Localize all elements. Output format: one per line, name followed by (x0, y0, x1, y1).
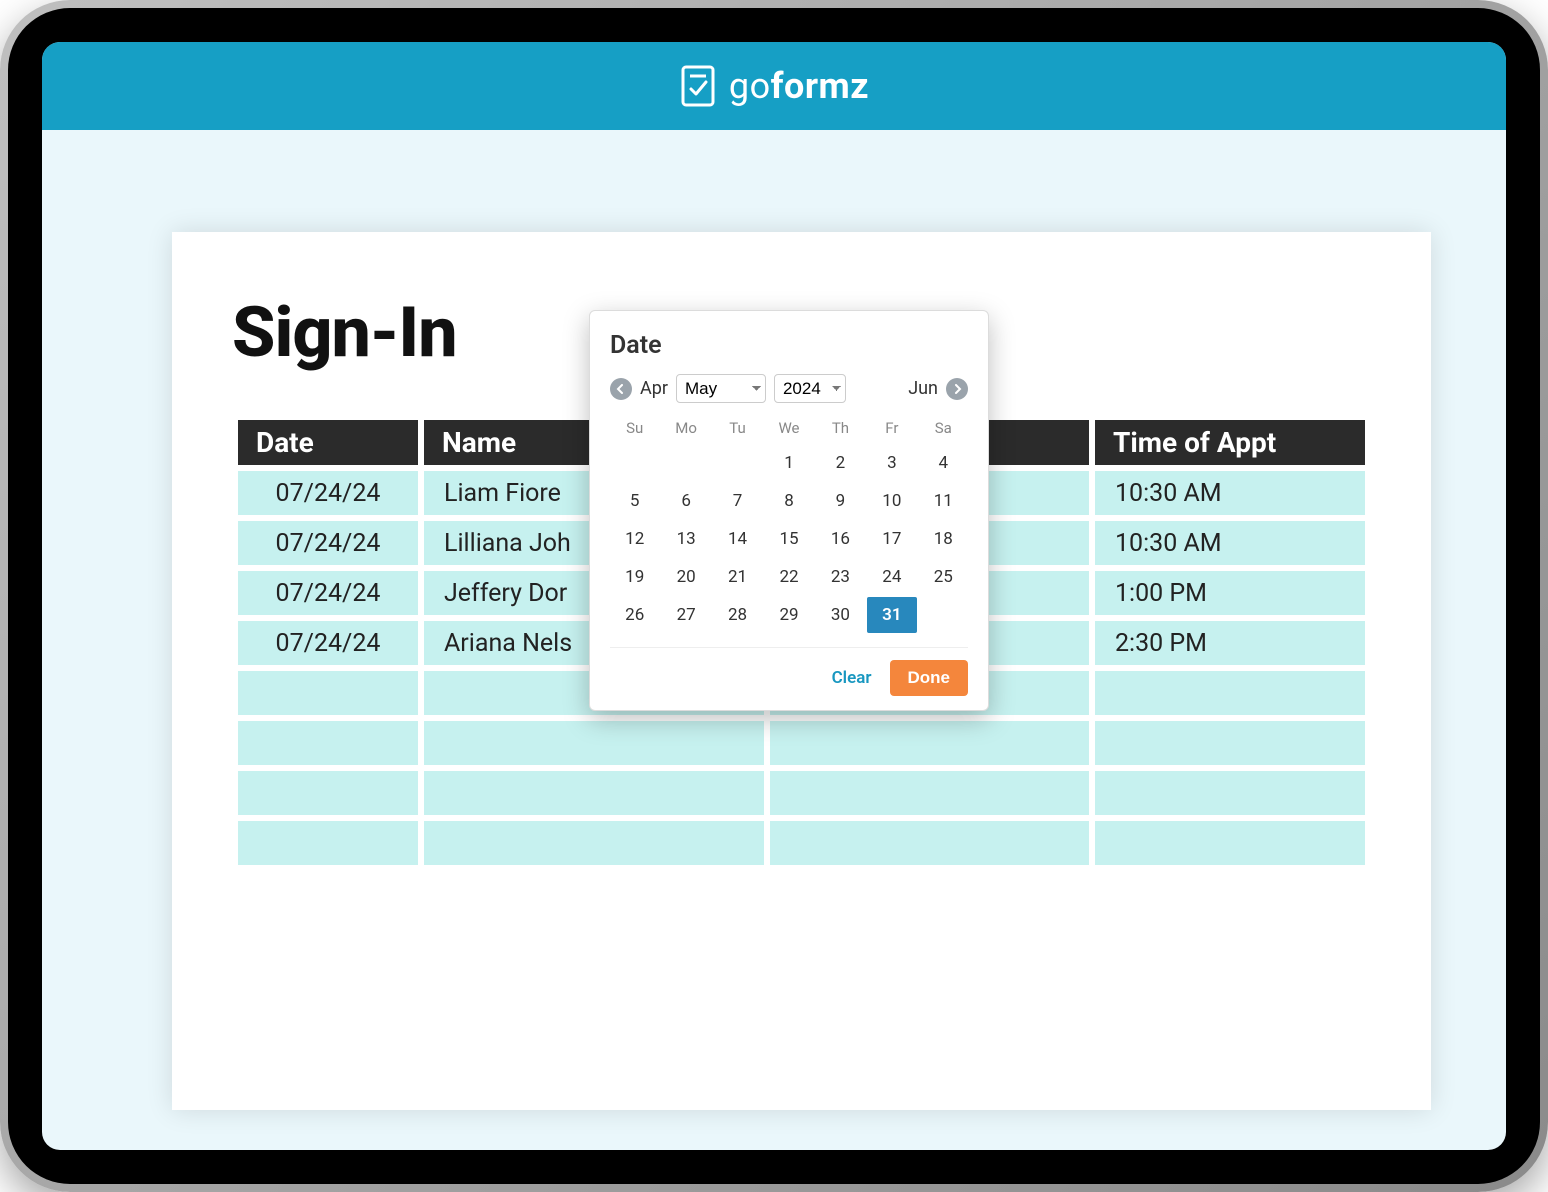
dow-label: Sa (919, 413, 968, 443)
day-cell[interactable]: 4 (919, 445, 968, 481)
brand-name: goformz (729, 65, 869, 107)
tablet-frame: goformz Sign-In Date Name Time of Appt 0… (0, 0, 1548, 1192)
day-cell[interactable]: 19 (610, 559, 659, 595)
day-cell[interactable]: 6 (661, 483, 710, 519)
day-empty (610, 445, 659, 481)
time-cell[interactable]: 1:00 PM (1095, 571, 1365, 615)
date-picker-nav: Apr May 2024 Jun (610, 374, 968, 403)
time-cell[interactable] (1095, 721, 1365, 765)
time-cell[interactable]: 10:30 AM (1095, 471, 1365, 515)
col-header-time: Time of Appt (1095, 420, 1365, 465)
time-cell[interactable]: 10:30 AM (1095, 521, 1365, 565)
date-cell[interactable] (238, 721, 418, 765)
dow-label: Su (610, 413, 659, 443)
day-cell[interactable]: 18 (919, 521, 968, 557)
blank-cell[interactable] (770, 821, 1089, 865)
day-cell[interactable]: 22 (764, 559, 813, 595)
col-header-date: Date (238, 420, 418, 465)
brand-logo: goformz (679, 65, 869, 107)
date-cell[interactable]: 07/24/24 (238, 521, 418, 565)
day-cell[interactable]: 10 (867, 483, 916, 519)
name-cell[interactable] (424, 821, 764, 865)
year-select[interactable]: 2024 (774, 374, 846, 403)
dow-label: Tu (713, 413, 762, 443)
date-cell[interactable]: 07/24/24 (238, 571, 418, 615)
day-cell[interactable]: 30 (816, 597, 865, 633)
dow-label: Mo (661, 413, 710, 443)
day-cell[interactable]: 21 (713, 559, 762, 595)
time-cell[interactable] (1095, 771, 1365, 815)
day-cell[interactable]: 11 (919, 483, 968, 519)
date-cell[interactable] (238, 771, 418, 815)
month-select[interactable]: May (676, 374, 766, 403)
day-cell[interactable]: 9 (816, 483, 865, 519)
name-cell[interactable] (424, 721, 764, 765)
next-month-label: Jun (908, 378, 938, 399)
goformz-logo-icon (679, 65, 717, 107)
time-cell[interactable]: 2:30 PM (1095, 621, 1365, 665)
date-cell[interactable]: 07/24/24 (238, 471, 418, 515)
date-picker-title: Date (610, 331, 968, 360)
clear-button[interactable]: Clear (832, 668, 872, 688)
date-cell[interactable] (238, 671, 418, 715)
table-row (238, 821, 1365, 865)
day-empty (661, 445, 710, 481)
day-cell[interactable]: 29 (764, 597, 813, 633)
dow-label: Th (816, 413, 865, 443)
date-cell[interactable]: 07/24/24 (238, 621, 418, 665)
day-cell[interactable]: 2 (816, 445, 865, 481)
day-cell[interactable]: 16 (816, 521, 865, 557)
day-cell[interactable]: 25 (919, 559, 968, 595)
time-cell[interactable] (1095, 671, 1365, 715)
day-cell[interactable]: 17 (867, 521, 916, 557)
day-cell[interactable]: 13 (661, 521, 710, 557)
prev-month-button[interactable] (610, 378, 632, 400)
day-cell[interactable]: 5 (610, 483, 659, 519)
done-button[interactable]: Done (890, 660, 969, 696)
name-cell[interactable] (424, 771, 764, 815)
day-cell[interactable]: 12 (610, 521, 659, 557)
table-row (238, 771, 1365, 815)
day-cell[interactable]: 26 (610, 597, 659, 633)
day-cell[interactable]: 14 (713, 521, 762, 557)
day-cell[interactable]: 24 (867, 559, 916, 595)
day-cell[interactable]: 27 (661, 597, 710, 633)
day-cell[interactable]: 20 (661, 559, 710, 595)
time-cell[interactable] (1095, 821, 1365, 865)
next-month-button[interactable] (946, 378, 968, 400)
dow-label: Fr (867, 413, 916, 443)
day-cell[interactable]: 28 (713, 597, 762, 633)
blank-cell[interactable] (770, 721, 1089, 765)
tablet-bezel: goformz Sign-In Date Name Time of Appt 0… (8, 8, 1540, 1184)
table-row (238, 721, 1365, 765)
screen: goformz Sign-In Date Name Time of Appt 0… (42, 42, 1506, 1150)
dow-label: We (764, 413, 813, 443)
calendar-grid: SuMoTuWeThFrSa12345678910111213141516171… (610, 413, 968, 633)
app-header: goformz (42, 42, 1506, 130)
day-cell[interactable]: 3 (867, 445, 916, 481)
day-cell[interactable]: 7 (713, 483, 762, 519)
day-cell[interactable]: 31 (867, 597, 916, 633)
day-cell[interactable]: 23 (816, 559, 865, 595)
date-picker: Date Apr May 2024 Jun (589, 310, 989, 711)
prev-month-label: Apr (640, 378, 668, 399)
blank-cell[interactable] (770, 771, 1089, 815)
day-cell[interactable]: 8 (764, 483, 813, 519)
date-cell[interactable] (238, 821, 418, 865)
day-cell[interactable]: 1 (764, 445, 813, 481)
day-cell[interactable]: 15 (764, 521, 813, 557)
day-empty (713, 445, 762, 481)
